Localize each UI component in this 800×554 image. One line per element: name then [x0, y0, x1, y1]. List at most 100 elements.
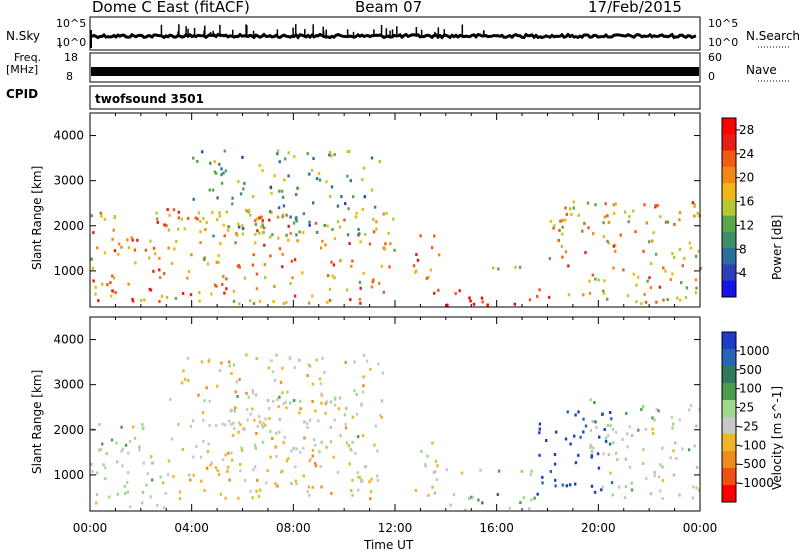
power-cell — [614, 243, 617, 247]
nsky-tick-bottom: 10^0 — [56, 36, 87, 49]
velocity-cell — [311, 448, 315, 452]
power-cell — [204, 228, 207, 232]
power-cell — [212, 234, 215, 238]
velocity-cell — [538, 453, 541, 457]
power-cell — [644, 300, 648, 304]
power-cell — [281, 213, 284, 217]
velocity-cell — [625, 412, 628, 415]
power-cell — [254, 241, 257, 245]
power-cell — [370, 285, 374, 289]
power-cell — [655, 300, 658, 304]
power-colorbar-swatch — [722, 264, 736, 282]
velocity-cell — [445, 468, 449, 472]
power-cell — [372, 230, 376, 234]
power-cell — [166, 208, 169, 212]
velocity-cell — [610, 481, 614, 485]
velocity-cell — [172, 475, 175, 479]
velocity-cell — [655, 408, 658, 412]
velocity-cell — [693, 444, 696, 448]
power-cell — [94, 292, 97, 296]
power-cell — [301, 231, 305, 235]
power-cell — [552, 226, 555, 230]
velocity-colorbar-swatch — [722, 383, 736, 401]
power-cell — [375, 220, 378, 224]
power-cell — [281, 195, 285, 199]
velocity-cell — [355, 392, 358, 396]
velocity-cell — [607, 434, 610, 437]
velocity-cell — [574, 413, 577, 417]
velocity-cell — [205, 386, 208, 390]
velocity-cell — [228, 364, 231, 368]
power-cell — [348, 150, 351, 153]
power-cell — [199, 241, 202, 245]
power-cell — [315, 177, 319, 181]
power-cell — [393, 248, 396, 252]
power-cell — [269, 235, 272, 239]
power-cell — [368, 242, 372, 246]
power-frame — [89, 112, 701, 308]
power-cell — [149, 239, 152, 243]
velocity-cell — [379, 413, 382, 417]
nsky-panel — [89, 16, 701, 51]
velocity-cell — [149, 495, 152, 499]
power-cell — [295, 216, 298, 220]
power-cell — [662, 266, 665, 270]
power-cell — [259, 215, 263, 219]
power-cell — [215, 218, 219, 222]
power-cell — [427, 275, 430, 279]
power-cell — [678, 211, 682, 215]
power-colorbar-label: Power [dB] — [770, 214, 784, 280]
velocity-cell — [252, 468, 255, 472]
velocity-cell — [133, 436, 137, 440]
power-cell — [156, 220, 159, 224]
power-cell — [695, 286, 698, 290]
power-cell — [565, 212, 569, 216]
velocity-colorbar-label: Velocity [m s^-1] — [770, 385, 784, 490]
velocity-cell — [315, 358, 318, 362]
velocity-cell — [337, 407, 341, 411]
velocity-cell — [608, 442, 612, 446]
velocity-ytick-label: 4000 — [53, 333, 84, 347]
power-cell — [359, 240, 362, 244]
velocity-cell — [238, 378, 241, 381]
xtick-label: 16:00 — [479, 521, 514, 535]
power-cell — [258, 300, 262, 303]
velocity-cell — [262, 421, 265, 425]
velocity-cell — [508, 506, 511, 510]
velocity-cell — [549, 470, 552, 473]
power-cell — [261, 169, 264, 172]
velocity-cell — [203, 399, 206, 403]
power-cell — [261, 221, 264, 225]
power-cell — [326, 224, 329, 228]
velocity-ytick-label: 2000 — [53, 423, 84, 437]
velocity-cell — [573, 434, 576, 438]
power-cell — [134, 261, 137, 265]
velocity-cell — [306, 374, 309, 378]
velocity-cell — [298, 411, 301, 415]
velocity-cell — [249, 412, 252, 416]
velocity-cell — [235, 380, 238, 384]
power-cell — [385, 211, 388, 215]
velocity-cell — [95, 493, 99, 496]
power-cell — [208, 188, 211, 192]
power-cell — [196, 217, 199, 221]
freq-unit: [MHz] — [6, 63, 39, 76]
power-cell — [603, 215, 607, 219]
velocity-cell — [435, 478, 439, 482]
velocity-cell — [597, 466, 601, 470]
velocity-cell — [245, 391, 248, 395]
velocity-cell — [564, 437, 568, 441]
velocity-cell — [344, 360, 347, 364]
velocity-cell — [374, 424, 377, 428]
velocity-cell — [349, 447, 352, 451]
power-cell — [317, 172, 321, 176]
velocity-cell — [269, 455, 272, 459]
power-cell — [312, 201, 315, 205]
velocity-cell — [268, 417, 271, 420]
power-cell — [117, 242, 121, 246]
power-cell — [614, 249, 617, 253]
velocity-cell — [120, 425, 123, 429]
power-cell — [671, 252, 674, 256]
power-cell — [632, 209, 635, 213]
velocity-cell — [497, 469, 501, 473]
